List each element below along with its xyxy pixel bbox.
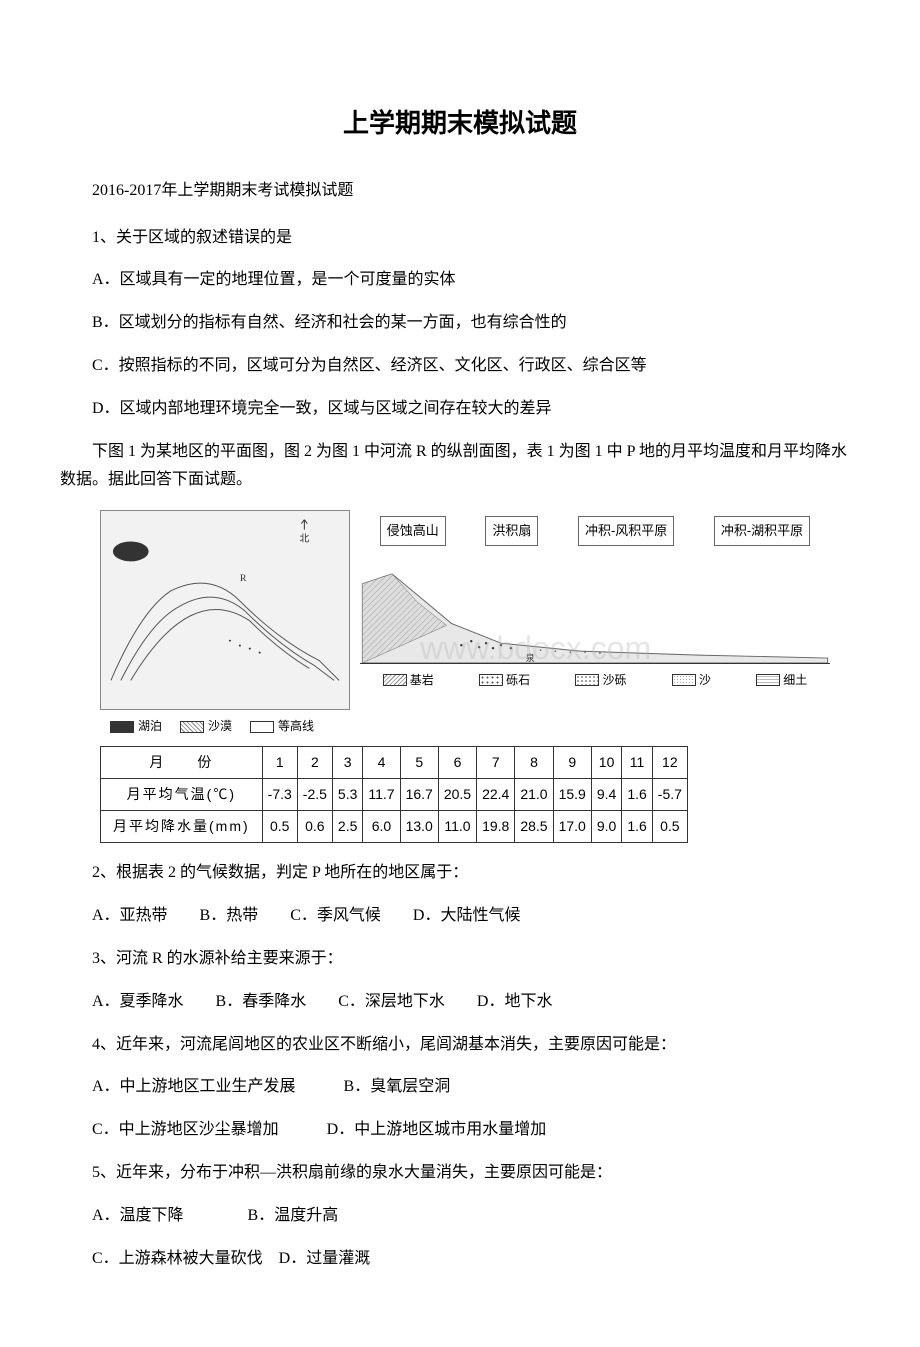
legend-bedrock: 基岩 bbox=[383, 670, 434, 692]
landform-label-3: 冲积-风积平原 bbox=[578, 516, 674, 545]
figure-2-cross-section: 侵蚀高山 洪积扇 冲积-风积平原 冲积-湖积平原 泉 bbox=[360, 510, 830, 697]
table-cell: 7 bbox=[477, 746, 515, 778]
landform-label-4: 冲积-湖积平原 bbox=[714, 516, 810, 545]
table-cell: 0.5 bbox=[652, 811, 687, 843]
table-cell: 16.7 bbox=[400, 778, 438, 810]
table-cell: -7.3 bbox=[262, 778, 297, 810]
table-cell: -5.7 bbox=[652, 778, 687, 810]
q1-option-c: C．按照指标的不同，区域可分为自然区、经济区、文化区、行政区、综合区等 bbox=[60, 352, 860, 381]
table-header-row: 月 份 1 2 3 4 5 6 7 8 9 10 11 12 bbox=[101, 746, 688, 778]
table-cell: 17.0 bbox=[553, 811, 591, 843]
legend-desert: 沙漠 bbox=[180, 716, 232, 738]
table-cell: 月平均降水量(mm) bbox=[101, 811, 263, 843]
q3-options: A．夏季降水 B．春季降水 C．深层地下水 D．地下水 bbox=[60, 988, 860, 1017]
context-1: 下图 1 为某地区的平面图，图 2 为图 1 中河流 R 的纵剖面图，表 1 为… bbox=[60, 438, 860, 496]
q2-stem: 2、根据表 2 的气候数据，判定 P 地所在的地区属于： bbox=[60, 859, 860, 888]
q5-stem: 5、近年来，分布于冲积—洪积扇前缘的泉水大量消失，主要原因可能是： bbox=[60, 1159, 860, 1188]
table-cell: 5 bbox=[400, 746, 438, 778]
table-cell: 1.6 bbox=[622, 811, 652, 843]
table-cell: 13.0 bbox=[400, 811, 438, 843]
table-cell: 3 bbox=[332, 746, 362, 778]
table-cell: 0.6 bbox=[297, 811, 332, 843]
q5-options-cd: C．上游森林被大量砍伐 D．过量灌溉 bbox=[60, 1245, 860, 1274]
table-cell: 10 bbox=[591, 746, 621, 778]
legend-sand-gravel: 沙砾 bbox=[575, 670, 626, 692]
table-precip-row: 月平均降水量(mm) 0.5 0.6 2.5 6.0 13.0 11.0 19.… bbox=[101, 811, 688, 843]
q4-options-ab: A．中上游地区工业生产发展 B．臭氧层空洞 bbox=[60, 1073, 860, 1102]
legend-fine-soil: 细土 bbox=[756, 670, 807, 692]
figure-1-map: R 北 湖泊 沙漠 等高线 bbox=[100, 510, 350, 738]
table-cell: 2 bbox=[297, 746, 332, 778]
table-cell: 5.3 bbox=[332, 778, 362, 810]
q3-stem: 3、河流 R 的水源补给主要来源于： bbox=[60, 945, 860, 974]
table-cell: 4 bbox=[363, 746, 400, 778]
table-cell: 2.5 bbox=[332, 811, 362, 843]
map-legend: 湖泊 沙漠 等高线 bbox=[100, 710, 350, 738]
q2-options: A．亚热带 B．热带 C．季风气候 D．大陆性气候 bbox=[60, 902, 860, 931]
q4-stem: 4、近年来，河流尾闾地区的农业区不断缩小，尾闾湖基本消失，主要原因可能是： bbox=[60, 1031, 860, 1060]
svg-text:R: R bbox=[240, 573, 247, 584]
table-cell: 0.5 bbox=[262, 811, 297, 843]
table-cell: 11.0 bbox=[438, 811, 476, 843]
q4-options-cd: C．中上游地区沙尘暴增加 D．中上游地区城市用水量增加 bbox=[60, 1116, 860, 1145]
legend-contour: 等高线 bbox=[250, 716, 314, 738]
table-cell: 11 bbox=[622, 746, 652, 778]
cross-section-svg: 泉 bbox=[360, 564, 830, 663]
legend-sand: 沙 bbox=[672, 670, 711, 692]
table-cell: 8 bbox=[515, 746, 553, 778]
table-cell: 1.6 bbox=[622, 778, 652, 810]
map-svg: R 北 bbox=[101, 511, 349, 691]
table-cell: 6 bbox=[438, 746, 476, 778]
climate-data-table: 月 份 1 2 3 4 5 6 7 8 9 10 11 12 月平均气温(℃) … bbox=[100, 746, 688, 844]
cross-section-legend: 基岩 砾石 沙砾 沙 细土 bbox=[360, 664, 830, 698]
subtitle: 2016-2017年上学期期末考试模拟试题 bbox=[60, 177, 860, 206]
table-cell: -2.5 bbox=[297, 778, 332, 810]
landform-label-1: 侵蚀高山 bbox=[380, 516, 446, 545]
table-cell: 9.4 bbox=[591, 778, 621, 810]
q5-options-ab: A．温度下降 B．温度升高 bbox=[60, 1202, 860, 1231]
table-temp-row: 月平均气温(℃) -7.3 -2.5 5.3 11.7 16.7 20.5 22… bbox=[101, 778, 688, 810]
page-title: 上学期期末模拟试题 bbox=[60, 100, 860, 147]
table-cell: 19.8 bbox=[477, 811, 515, 843]
legend-gravel: 砾石 bbox=[479, 670, 530, 692]
svg-text:北: 北 bbox=[299, 533, 309, 545]
table-cell: 1 bbox=[262, 746, 297, 778]
table-cell: 月 份 bbox=[101, 746, 263, 778]
q1-option-a: A．区域具有一定的地理位置，是一个可度量的实体 bbox=[60, 266, 860, 295]
table-cell: 28.5 bbox=[515, 811, 553, 843]
table-cell: 月平均气温(℃) bbox=[101, 778, 263, 810]
table-cell: 9 bbox=[553, 746, 591, 778]
table-cell: 9.0 bbox=[591, 811, 621, 843]
table-cell: 6.0 bbox=[363, 811, 400, 843]
svg-text:泉: 泉 bbox=[526, 652, 535, 663]
q1-option-d: D．区域内部地理环境完全一致，区域与区域之间存在较大的差异 bbox=[60, 395, 860, 424]
table-cell: 21.0 bbox=[515, 778, 553, 810]
landform-label-2: 洪积扇 bbox=[485, 516, 538, 545]
table-cell: 15.9 bbox=[553, 778, 591, 810]
legend-lake: 湖泊 bbox=[110, 716, 162, 738]
figure-container: R 北 湖泊 沙漠 等高线 侵蚀高山 洪积扇 冲积-风积平原 冲积-湖积平原 bbox=[100, 510, 860, 738]
table-cell: 22.4 bbox=[477, 778, 515, 810]
table-cell: 12 bbox=[652, 746, 687, 778]
table-cell: 11.7 bbox=[363, 778, 400, 810]
q1-option-b: B．区域划分的指标有自然、经济和社会的某一方面，也有综合性的 bbox=[60, 309, 860, 338]
table-cell: 20.5 bbox=[438, 778, 476, 810]
q1-stem: 1、关于区域的叙述错误的是 bbox=[60, 224, 860, 253]
